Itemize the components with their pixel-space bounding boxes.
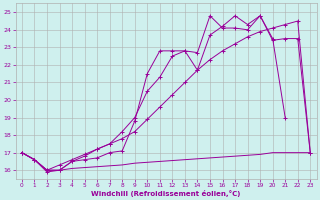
X-axis label: Windchill (Refroidissement éolien,°C): Windchill (Refroidissement éolien,°C) (92, 190, 241, 197)
